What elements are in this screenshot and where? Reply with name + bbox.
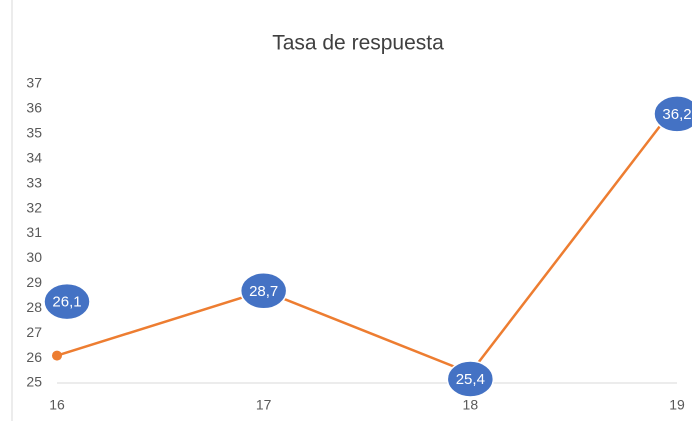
y-tick-label: 31 <box>26 224 42 240</box>
data-label: 36,2 <box>662 106 691 123</box>
x-tick-label: 18 <box>463 397 479 413</box>
y-tick-label: 37 <box>26 75 42 91</box>
data-label: 25,4 <box>456 371 485 388</box>
y-tick-label: 34 <box>26 149 42 165</box>
y-tick-label: 32 <box>26 199 42 215</box>
chart-title: Tasa de respuesta <box>272 32 444 55</box>
line <box>56 103 678 375</box>
y-tick-label: 35 <box>26 125 42 141</box>
data-label-bubble <box>239 272 288 310</box>
y-tick-label: 29 <box>26 274 42 290</box>
data-label-bubble <box>43 282 91 321</box>
x-tick-label: 19 <box>669 397 685 413</box>
y-tick-label: 28 <box>26 299 42 315</box>
data-label: 26,1 <box>52 294 81 311</box>
x-tick-label: 17 <box>256 397 272 413</box>
y-tick-label: 27 <box>26 324 42 340</box>
data-label-bubble <box>446 360 495 398</box>
marker <box>52 350 62 361</box>
x-tick-label: 16 <box>49 397 65 413</box>
y-tick-label: 33 <box>26 174 42 190</box>
y-tick-label: 36 <box>26 100 42 116</box>
y-tick-label: 25 <box>26 374 42 390</box>
y-tick-label: 26 <box>26 349 42 365</box>
y-tick-label: 30 <box>26 249 42 265</box>
data-label: 28,7 <box>249 283 278 300</box>
data-label-bubble <box>653 95 692 133</box>
